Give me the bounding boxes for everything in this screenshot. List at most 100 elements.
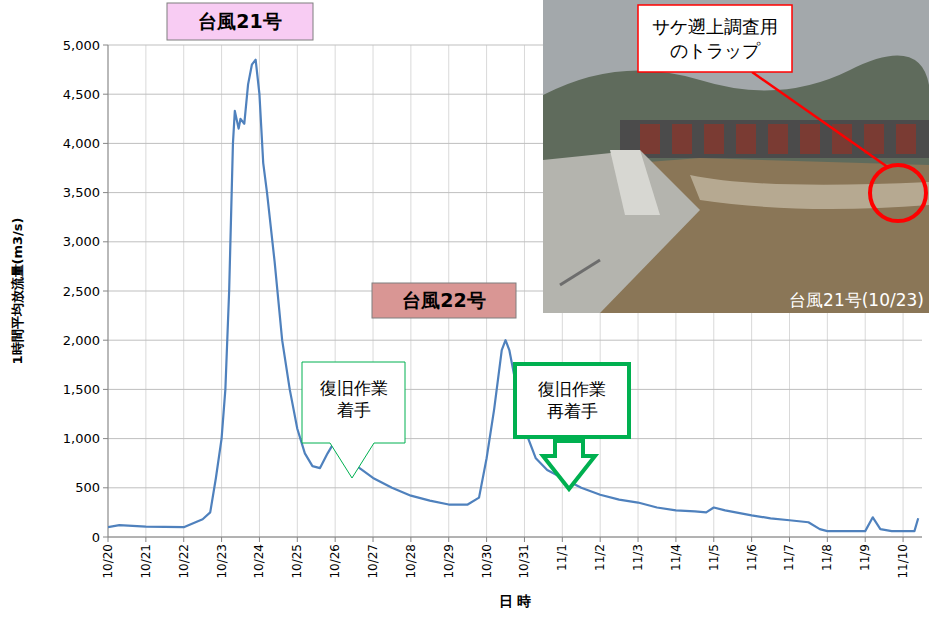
y-tick: [103, 45, 108, 46]
x-tick-label: 10/26: [328, 544, 342, 579]
x-tick: [865, 537, 866, 542]
x-tick: [373, 537, 374, 542]
photo-gate: [800, 124, 820, 154]
recovery-start-label: 復旧作業着手: [320, 378, 388, 420]
trap-label-line: のトラップ: [670, 40, 761, 61]
y-tick: [103, 340, 108, 341]
x-tick: [600, 537, 601, 542]
x-tick-label: 10/24: [252, 544, 266, 579]
recovery-start-callout: [302, 362, 405, 478]
typhoon21-box: [167, 3, 313, 40]
chart: 0 500 1,000 1,500 2,000 2,500 3,000 3,500 4,000 4…: [0, 0, 929, 621]
recovery-restart-label-line: 再着手: [547, 401, 598, 421]
x-tick-label: 10/22: [177, 544, 191, 579]
photo-gate: [864, 124, 884, 154]
x-tick: [448, 537, 449, 542]
photo-detail: [560, 260, 600, 285]
y-tick-label: 1,000: [63, 431, 100, 446]
x-tick-label: 11/7: [782, 544, 796, 571]
typhoon22-label-line: 台風22号: [402, 289, 485, 311]
y-grid-line: [108, 537, 922, 538]
x-axis-line: [108, 537, 922, 538]
x-tick: [221, 537, 222, 542]
y-axis-title: 1時間平均放流量(m3/s): [10, 217, 25, 364]
y-tick: [103, 94, 108, 95]
y-tick-label: 500: [75, 480, 100, 495]
recovery-start-label-line: 着手: [337, 400, 371, 420]
y-tick: [103, 389, 108, 390]
typhoon21-label-line: 台風21号: [198, 10, 281, 32]
photo-gate: [640, 124, 660, 154]
x-tick: [486, 537, 487, 542]
x-tick-label: 10/25: [290, 544, 304, 579]
photo-fishway: [610, 150, 660, 215]
typhoon22-label: 台風22号: [402, 289, 485, 311]
photo-sky: [543, 0, 929, 313]
x-tick: [145, 537, 146, 542]
photo-caption: 台風21号(10/23): [789, 290, 924, 310]
x-tick: [751, 537, 752, 542]
y-tick-label: 4,000: [63, 136, 100, 151]
y-tick: [103, 291, 108, 292]
recovery-restart-label-line: 復旧作業: [538, 379, 606, 399]
y-tick-label: 4,500: [63, 87, 100, 102]
x-tick: [713, 537, 714, 542]
recovery-restart-arrow: [543, 441, 595, 489]
recovery-start-label-line: 復旧作業: [320, 378, 388, 398]
typhoon22-box: [372, 283, 516, 318]
y-tick-label: 2,000: [63, 333, 100, 348]
y-tick-label: 3,000: [63, 234, 100, 249]
x-tick: [827, 537, 828, 542]
x-tick-label: 10/28: [404, 544, 418, 579]
x-tick-label: 11/5: [707, 544, 721, 571]
x-tick-label: 11/4: [669, 544, 683, 571]
x-axis-title: 日 時: [499, 593, 532, 609]
photo-foam: [690, 175, 929, 209]
x-tick-label: 11/10: [896, 544, 910, 579]
y-tick: [103, 192, 108, 193]
x-tick: [335, 537, 336, 542]
photo-gate: [704, 124, 724, 154]
trap-circle: [870, 165, 926, 221]
y-grid-line: [108, 487, 922, 488]
y-tick: [103, 537, 108, 538]
x-tick: [562, 537, 563, 542]
x-tick-label: 10/21: [139, 544, 153, 579]
x-tick: [108, 537, 109, 542]
x-tick: [524, 537, 525, 542]
y-grid-line: [108, 340, 922, 341]
x-tick-label: 10/20: [101, 544, 115, 579]
x-tick: [638, 537, 639, 542]
y-tick-label: 2,500: [63, 284, 100, 299]
y-tick: [103, 241, 108, 242]
recovery-restart-label: 復旧作業再着手: [538, 379, 606, 421]
recovery-restart-box: [515, 364, 629, 437]
photo-dam: [620, 120, 929, 158]
x-tick-label: 11/1: [555, 544, 569, 571]
y-tick-label: 5,000: [63, 38, 100, 53]
x-tick-label: 10/31: [517, 544, 531, 579]
y-tick-label: 1,500: [63, 382, 100, 397]
x-tick: [297, 537, 298, 542]
x-tick-label: 11/2: [593, 544, 607, 571]
x-tick-label: 11/6: [745, 544, 759, 571]
photo-bank: [543, 150, 700, 313]
x-tick-label: 10/27: [366, 544, 380, 579]
x-tick: [675, 537, 676, 542]
y-tick-label: 0: [92, 530, 100, 545]
photo-gate: [736, 124, 756, 154]
trap-label: サケ遡上調査用のトラップ: [652, 16, 778, 60]
x-tick-label: 11/8: [820, 544, 834, 571]
x-tick: [903, 537, 904, 542]
y-tick-label: 3,500: [63, 185, 100, 200]
x-tick: [183, 537, 184, 542]
x-tick-label: 11/9: [858, 544, 872, 571]
photo-gate: [896, 124, 916, 154]
x-tick: [259, 537, 260, 542]
typhoon21-label: 台風21号: [198, 10, 281, 32]
x-tick-label: 10/23: [215, 544, 229, 579]
y-tick: [103, 438, 108, 439]
trap-label-line: サケ遡上調査用: [652, 16, 778, 37]
x-tick-label: 10/30: [480, 544, 494, 579]
x-tick-label: 11/3: [631, 544, 645, 571]
